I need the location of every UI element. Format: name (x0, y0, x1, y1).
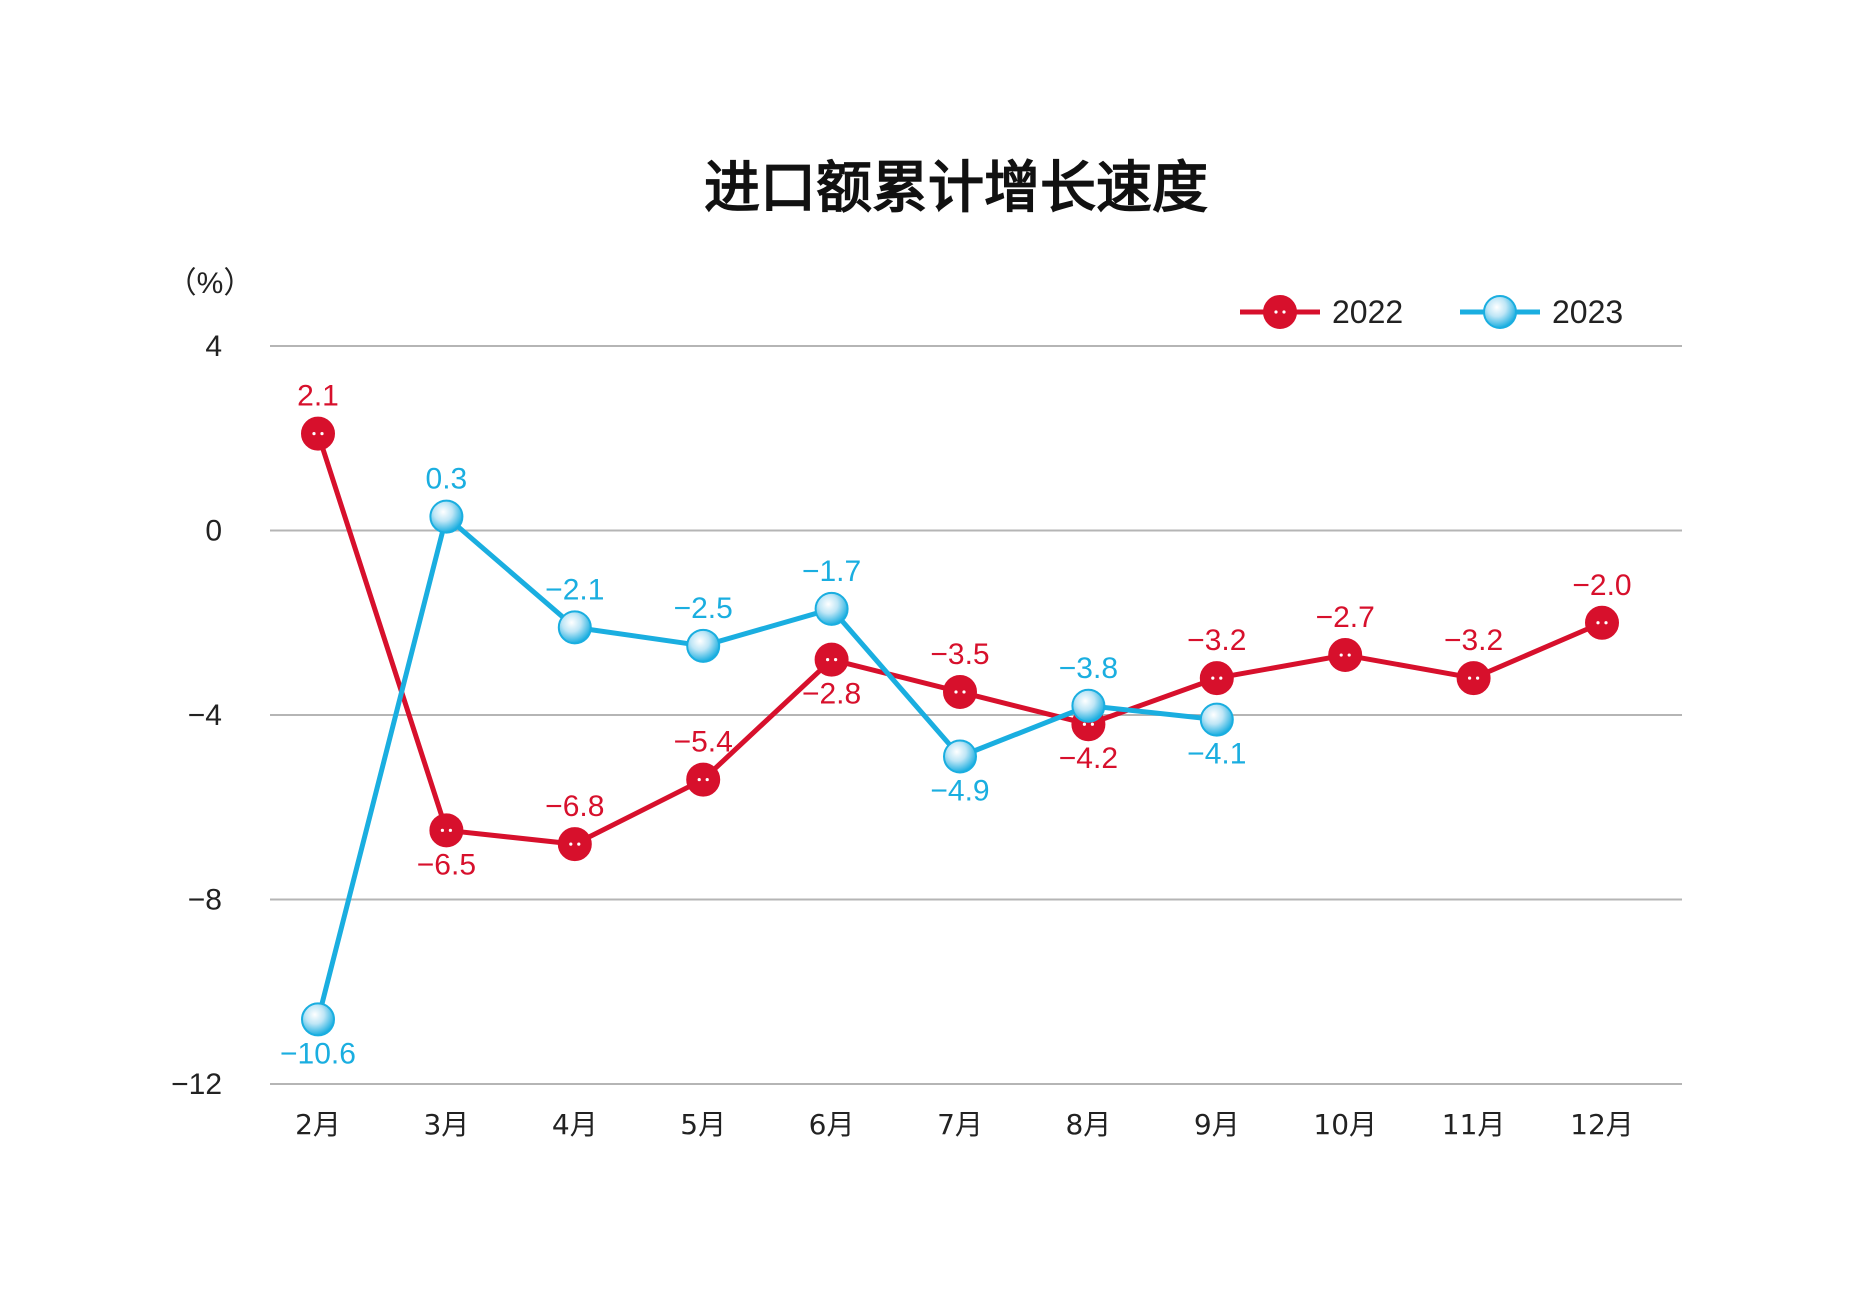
data-point (686, 762, 721, 797)
x-tick-label: 10月 (1313, 1108, 1377, 1141)
data-label: −2.8 (802, 678, 861, 711)
data-label: 0.3 (426, 463, 468, 496)
data-label: −5.4 (674, 726, 733, 759)
y-axis: 4 0 −4 −8 −12 (171, 330, 222, 1101)
data-label: −1.7 (802, 555, 861, 588)
series: 2.1−6.5−6.8−5.4−2.8−3.5−4.2−3.2−2.7−3.2−… (280, 380, 1632, 1071)
data-label: −4.1 (1187, 738, 1246, 771)
legend-item-2023: 2023 (1460, 294, 1623, 330)
x-tick-label: 9月 (1194, 1108, 1240, 1141)
x-tick-label: 6月 (809, 1108, 855, 1141)
data-point (1585, 605, 1619, 640)
data-point (943, 674, 977, 709)
data-point (814, 591, 849, 626)
x-tick-label: 3月 (423, 1108, 469, 1141)
data-label: −4.2 (1059, 742, 1118, 775)
legend-label: 2023 (1552, 294, 1623, 330)
legend-label: 2022 (1332, 294, 1403, 330)
y-tick-label: −4 (188, 699, 222, 732)
data-label: −4.9 (930, 775, 989, 808)
data-label: 2.1 (297, 380, 339, 413)
data-point (557, 610, 592, 645)
x-tick-label: 11月 (1442, 1108, 1506, 1141)
data-point (1199, 702, 1234, 737)
data-label: −3.8 (1059, 652, 1118, 685)
legend-marker (1483, 295, 1517, 329)
series-2022: 2.1 −6.5 −6.8 −5.4 −2.8 −3.5 −4.2 −3.2 −2.7 −3.2 −… (297, 380, 1631, 882)
data-point (1071, 688, 1106, 723)
x-tick-label: 8月 (1065, 1108, 1111, 1141)
data-label: −2.0 (1572, 569, 1631, 602)
data-label: −2.1 (545, 573, 604, 606)
data-point (1328, 638, 1363, 673)
legend-marker (1263, 295, 1297, 329)
y-tick-label: −8 (188, 884, 222, 917)
data-point (686, 628, 721, 663)
data-label: −6.5 (417, 848, 476, 881)
x-tick-label: 5月 (680, 1108, 726, 1141)
data-point (814, 642, 849, 677)
y-tick-label: 0 (205, 515, 222, 548)
data-label: −2.7 (1316, 601, 1375, 634)
data-point (301, 1002, 335, 1037)
grid (270, 345, 1682, 1085)
x-tick-label: 12月 (1570, 1108, 1634, 1141)
x-tick-label: 4月 (552, 1108, 598, 1141)
data-label: −3.2 (1444, 624, 1503, 657)
legend: 2022 2023 (1240, 294, 1623, 330)
data-label: −3.5 (930, 638, 989, 671)
data-point (943, 739, 977, 774)
chart-title: 进口额累计增长速度 (704, 156, 1208, 221)
x-axis: 2月 3月 4月 5月 6月 7月 8月 9月 10月 11月 12月 (295, 1108, 1634, 1141)
data-point (557, 827, 592, 862)
data-label: −2.5 (674, 592, 733, 625)
series-2023: −10.6 0.3 −2.1 −2.5 −1.7 −4.9 −3.8 −4.1 (280, 463, 1246, 1071)
data-point (1199, 661, 1234, 696)
series-line (315, 514, 1218, 1021)
y-axis-unit: （%） (167, 267, 254, 300)
y-tick-label: 4 (205, 330, 222, 363)
legend-item-2022: 2022 (1240, 294, 1403, 330)
x-tick-label: 2月 (295, 1108, 341, 1141)
y-tick-label: −12 (171, 1068, 222, 1101)
data-label: −6.8 (545, 790, 604, 823)
data-point (429, 813, 464, 848)
data-point (301, 416, 335, 451)
data-point (429, 499, 464, 534)
x-tick-label: 7月 (937, 1108, 983, 1141)
data-point (1456, 661, 1491, 696)
data-label: −3.2 (1187, 624, 1246, 657)
data-label: −10.6 (280, 1037, 356, 1070)
